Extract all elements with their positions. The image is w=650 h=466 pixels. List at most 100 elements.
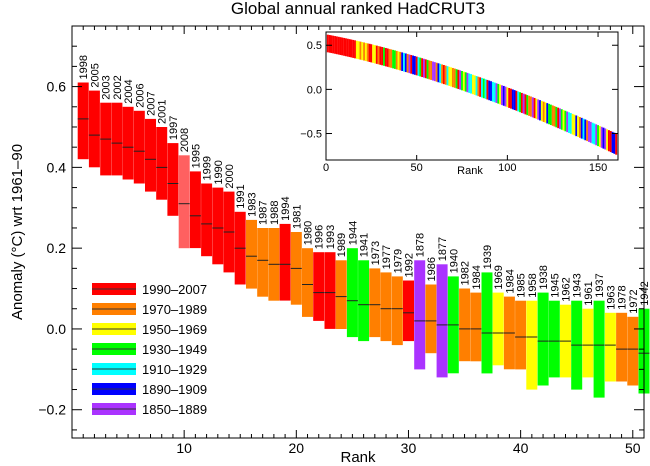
year-label-16: 1983 [247,192,259,216]
inset-bar [395,50,398,70]
inset-bar [586,120,589,142]
year-label-50: 1972 [628,289,640,313]
year-label-39: 1984 [504,269,516,293]
legend-label: 1970–1989 [142,302,207,317]
inset-bar [578,117,581,138]
bar-rank-36 [470,292,482,362]
y-tick-label: −0.2 [38,402,66,418]
inset-x-tick-label: 50 [411,162,423,174]
inset-bar [564,110,567,132]
bar-rank-49 [616,312,628,382]
inset-bar [510,88,512,109]
inset-bar [533,97,536,119]
inset-x-tick-label: 150 [589,162,607,174]
bar-rank-22 [313,252,325,321]
bar-rank-5 [122,106,134,180]
median-line [77,118,650,354]
inset-bar [504,86,507,107]
inset-bar [588,121,590,142]
inset-bar [522,93,525,114]
inset-bars [326,34,618,155]
inset-bar [428,60,431,80]
inset-bar [442,65,445,85]
bar-rank-31 [414,260,426,370]
inset-bar [401,52,404,71]
year-label-22: 1996 [314,225,326,249]
year-label-26: 1941 [359,233,371,257]
plot-frame [71,25,645,439]
bar-rank-10 [178,155,190,249]
inset-bar [461,71,463,91]
inset-bar [328,34,331,53]
bar-rank-25 [346,248,358,338]
y-tick-label: 0.4 [47,159,67,175]
inset-bar [348,39,351,58]
inset-bar [384,47,387,67]
inset-bar [470,74,473,94]
inset-bar [593,123,596,145]
inset-bar [354,40,356,59]
inset-bar [515,90,518,111]
y-axis-label-text: Anomaly (°C) wrt 1961–90 [9,144,26,320]
year-label-14: 2000 [224,164,236,188]
inset-bar [393,50,396,69]
inset-bar [486,79,489,100]
year-label-8: 2001 [157,100,169,124]
bar-rank-12 [201,183,213,257]
inset-bar [437,63,440,83]
bar-rank-47 [593,300,605,398]
inset-bar [602,127,605,149]
x-tick-label: 20 [289,440,305,456]
inset-bar [392,49,395,69]
year-label-1: 1998 [78,55,90,79]
inset-bar [606,129,609,151]
inset-bar [415,56,418,76]
bar-rank-29 [391,276,403,346]
inset-bar [506,87,509,108]
year-label-34: 1940 [448,249,460,273]
bar-rank-17 [257,228,269,297]
inset-bar [529,96,532,117]
inset-bar [484,79,487,99]
inset-bar [591,122,594,144]
inset-bar [430,61,433,80]
bar-rank-24 [335,260,347,329]
inset-bar [455,69,458,89]
inset-bar [490,81,492,101]
bar-rank-48 [604,312,616,382]
inset-bar [615,133,618,155]
year-label-42: 1938 [538,265,550,289]
year-label-21: 1980 [303,221,315,245]
inset-bar [433,62,436,82]
inset-bar [375,45,378,64]
legend-label: 1850–1889 [142,402,207,417]
inset-bar [462,71,465,91]
inset-bar [520,92,523,113]
inset-bar [464,72,467,92]
inset-bar [332,35,335,54]
inset-bar [539,100,541,121]
inset-bar [508,88,511,108]
year-label-43: 1945 [549,273,561,297]
inset-bar [446,66,449,86]
inset-bar [355,40,358,59]
inset-bar [613,132,616,154]
year-label-27: 1973 [370,241,382,265]
inset-bar [381,47,384,66]
legend-label: 1910–1929 [142,362,207,377]
year-label-10: 2008 [179,128,191,152]
inset-bar [468,73,471,93]
inset-bar [372,44,375,63]
inset-bar [341,37,344,56]
inset-bar [350,39,353,58]
inset-bar [337,36,340,55]
inset-bar [330,35,333,54]
inset-bar [399,51,402,71]
inset-bar [577,116,580,137]
year-label-35: 1982 [460,261,472,285]
inset-bar [410,55,413,74]
year-label-17: 1987 [258,201,270,225]
inset-bar [569,113,572,134]
